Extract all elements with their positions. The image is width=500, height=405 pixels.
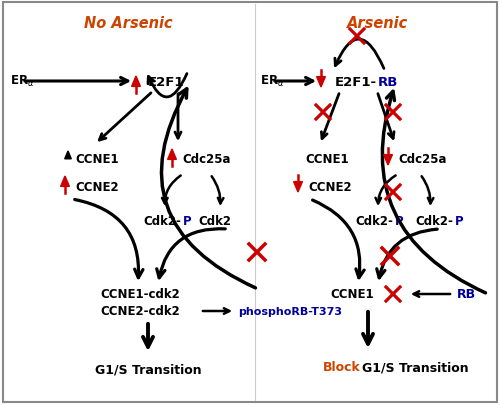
Text: Cdk2-: Cdk2- — [355, 215, 393, 228]
Text: E2F1: E2F1 — [148, 75, 184, 88]
Text: No Arsenic: No Arsenic — [84, 16, 172, 31]
Text: ER$_\alpha$: ER$_\alpha$ — [10, 73, 34, 88]
Text: CCNE1: CCNE1 — [75, 153, 118, 166]
Text: phosphoRB-T373: phosphoRB-T373 — [238, 306, 342, 316]
Text: Cdk2: Cdk2 — [198, 215, 231, 228]
Text: RB: RB — [457, 288, 476, 301]
Polygon shape — [316, 77, 326, 88]
Text: CCNE2: CCNE2 — [308, 181, 352, 194]
Polygon shape — [64, 151, 71, 160]
Text: RB: RB — [378, 75, 398, 88]
Text: CCNE1: CCNE1 — [330, 288, 374, 301]
Text: P: P — [183, 215, 192, 228]
Text: P: P — [455, 215, 464, 228]
Text: G1/S Transition: G1/S Transition — [362, 360, 469, 373]
Text: Cdk2-: Cdk2- — [143, 215, 181, 228]
Polygon shape — [132, 77, 140, 87]
Text: Cdk2-: Cdk2- — [415, 215, 453, 228]
Text: CCNE2-cdk2: CCNE2-cdk2 — [100, 305, 180, 318]
Text: Arsenic: Arsenic — [348, 16, 408, 31]
Polygon shape — [294, 182, 302, 192]
Polygon shape — [168, 149, 176, 160]
Text: Cdc25a: Cdc25a — [182, 153, 230, 166]
Text: G1/S Transition: G1/S Transition — [94, 362, 202, 375]
Polygon shape — [384, 155, 392, 166]
Text: CCNE1-cdk2: CCNE1-cdk2 — [100, 288, 180, 301]
Text: CCNE2: CCNE2 — [75, 181, 118, 194]
Text: CCNE1: CCNE1 — [305, 153, 348, 166]
Text: E2F1-: E2F1- — [335, 75, 377, 88]
Polygon shape — [60, 177, 70, 187]
Text: Cdc25a: Cdc25a — [398, 153, 446, 166]
Text: ER$_\alpha$: ER$_\alpha$ — [260, 73, 284, 88]
Text: Block: Block — [323, 360, 361, 373]
Text: P: P — [395, 215, 404, 228]
